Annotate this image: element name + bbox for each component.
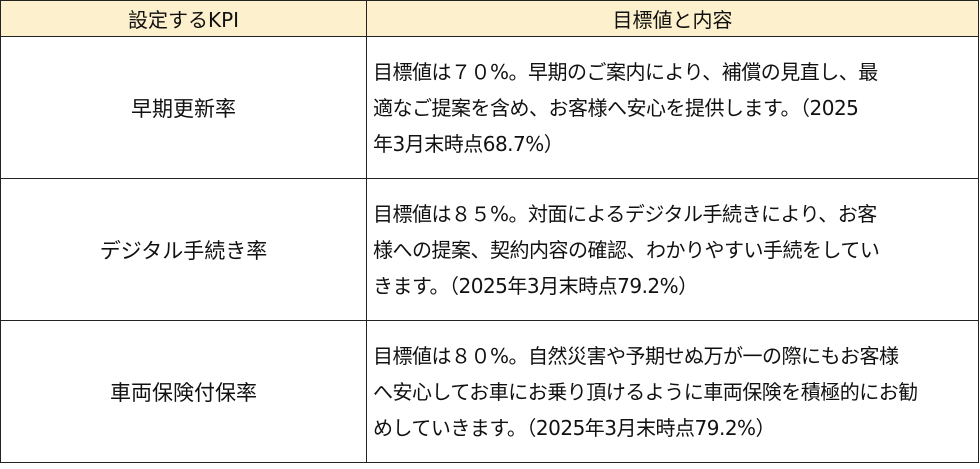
description-line: 目標値は８５%。対面によるデジタル手続きにより、お客 [373, 201, 877, 226]
kpi-description: 目標値は８０%。自然災害や予期せぬ万が一の際にもお客様 へ安心してお車にお乗り頂… [366, 320, 979, 463]
description-line: へ安心してお車にお乗り頂けるように車両保険を積極的にお勧 [373, 379, 918, 404]
header-row: 設定するKPI 目標値と内容 [0, 0, 979, 37]
kpi-name: 車両保険付保率 [0, 320, 367, 463]
description-line: きます。（2025年3月末時点79.2%） [373, 273, 698, 298]
header-target-content: 目標値と内容 [366, 0, 979, 37]
description-line: 様への提案、契約内容の確認、わかりやすい手続をしてい [373, 237, 880, 262]
table-row: 車両保険付保率 目標値は８０%。自然災害や予期せぬ万が一の際にもお客様 へ安心し… [0, 320, 979, 463]
table-row: デジタル手続き率 目標値は８５%。対面によるデジタル手続きにより、お客 様への提… [0, 178, 979, 321]
header-kpi: 設定するKPI [0, 0, 367, 37]
kpi-description: 目標値は７０%。早期のご案内により、補償の見直し、最 適なご提案を含め、お客様へ… [366, 36, 979, 179]
description-line: 適なご提案を含め、お客様へ安心を提供します。（2025 [373, 95, 859, 120]
kpi-name: 早期更新率 [0, 36, 367, 179]
description-line: 目標値は７０%。早期のご案内により、補償の見直し、最 [373, 59, 878, 84]
description-line: めしていきます。（2025年3月末時点79.2%） [373, 415, 776, 440]
description-line: 目標値は８０%。自然災害や予期せぬ万が一の際にもお客様 [373, 343, 899, 368]
table-row: 早期更新率 目標値は７０%。早期のご案内により、補償の見直し、最 適なご提案を含… [0, 36, 979, 179]
kpi-description: 目標値は８５%。対面によるデジタル手続きにより、お客 様への提案、契約内容の確認… [366, 178, 979, 321]
description-line: 年3月末時点68.7%） [373, 131, 564, 156]
kpi-name: デジタル手続き率 [0, 178, 367, 321]
